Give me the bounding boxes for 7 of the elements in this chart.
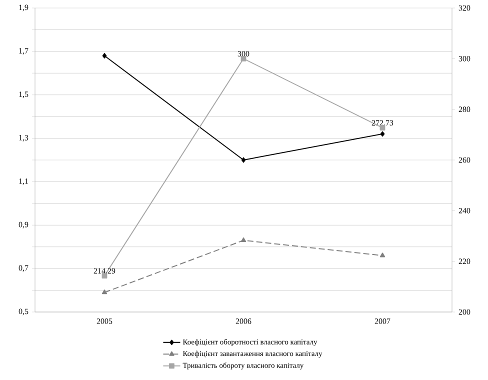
point	[380, 131, 385, 137]
point	[240, 237, 246, 242]
point	[102, 290, 108, 294]
point	[380, 252, 386, 258]
point	[241, 157, 246, 163]
point	[102, 53, 107, 58]
point	[380, 125, 386, 130]
